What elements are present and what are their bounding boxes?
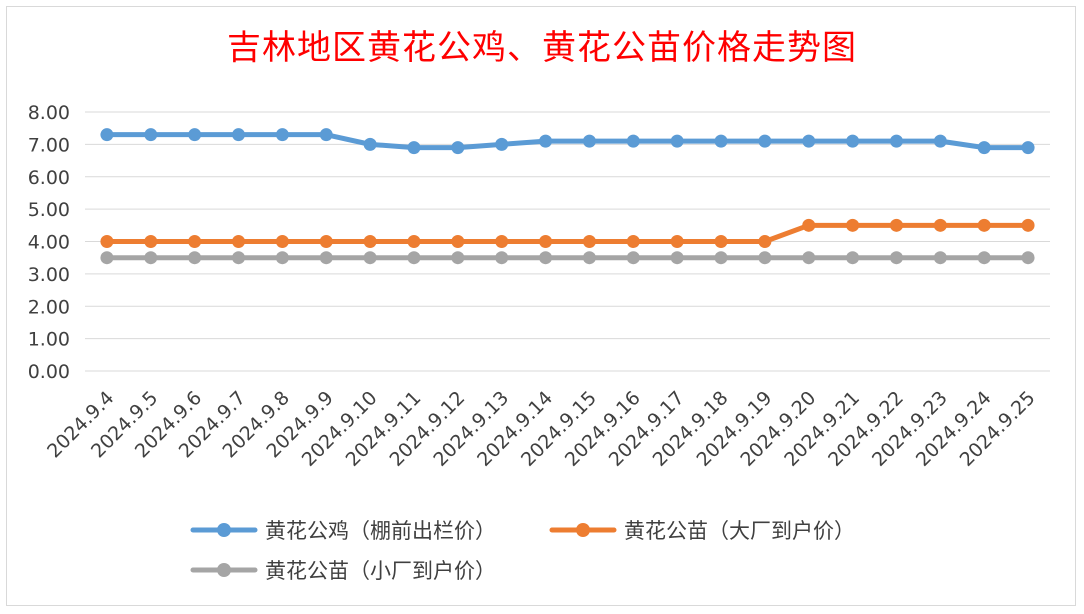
- data-point: [363, 251, 377, 265]
- y-tick-label: 0.00: [28, 361, 70, 383]
- data-point: [626, 134, 640, 148]
- data-point: [100, 251, 114, 265]
- data-point: [714, 235, 728, 248]
- data-point: [100, 128, 114, 142]
- data-point: [319, 235, 333, 248]
- y-tick-label: 6.00: [28, 167, 70, 189]
- y-tick-label: 1.00: [28, 329, 70, 351]
- data-point: [802, 134, 816, 148]
- data-point: [714, 134, 728, 148]
- grid-lines: [85, 111, 1050, 372]
- data-point: [626, 235, 640, 248]
- data-point: [758, 251, 772, 265]
- y-tick-label: 2.00: [28, 296, 70, 318]
- data-point: [495, 235, 509, 248]
- data-point: [626, 251, 640, 265]
- series-lines: [100, 128, 1035, 265]
- data-point: [495, 137, 509, 151]
- data-point: [144, 251, 158, 265]
- series-1: [100, 128, 1035, 155]
- data-point: [539, 235, 553, 248]
- data-point: [144, 235, 158, 248]
- data-point: [407, 251, 421, 265]
- data-point: [232, 128, 246, 142]
- data-point: [758, 134, 772, 148]
- data-point: [319, 128, 333, 142]
- data-point: [451, 251, 465, 265]
- data-point: [582, 235, 596, 248]
- data-point: [275, 251, 289, 265]
- data-point: [319, 251, 333, 265]
- data-point: [802, 218, 816, 232]
- data-point: [1021, 251, 1035, 265]
- data-point: [846, 218, 860, 232]
- legend-item: 黄花公鸡（棚前出栏价）: [190, 519, 496, 543]
- data-point: [539, 134, 553, 148]
- legend-label: 黄花公苗（大厂到户价）: [624, 519, 855, 543]
- data-point: [363, 235, 377, 248]
- legend-swatch-marker: [217, 523, 231, 537]
- legend: 黄花公鸡（棚前出栏价） 黄花公苗（大厂到户价） 黄花公苗（小厂到户价）: [190, 519, 855, 583]
- data-point: [100, 235, 114, 248]
- data-point: [758, 235, 772, 248]
- data-point: [407, 141, 421, 155]
- data-point: [714, 251, 728, 265]
- y-tick-label: 7.00: [28, 134, 70, 156]
- legend-swatch-marker: [217, 563, 231, 577]
- data-point: [670, 251, 684, 265]
- series-line: [104, 132, 1031, 151]
- data-point: [977, 141, 991, 155]
- legend-item: 黄花公苗（大厂到户价）: [549, 519, 855, 543]
- x-axis-ticks: 2024.9.42024.9.52024.9.62024.9.72024.9.8…: [43, 387, 1040, 471]
- y-tick-label: 3.00: [28, 264, 70, 286]
- data-point: [495, 251, 509, 265]
- legend-label: 黄花公鸡（棚前出栏价）: [265, 519, 496, 543]
- data-point: [889, 218, 903, 232]
- data-point: [977, 218, 991, 232]
- data-point: [407, 235, 421, 248]
- data-point: [188, 251, 202, 265]
- data-point: [451, 235, 465, 248]
- data-point: [582, 251, 596, 265]
- data-point: [1021, 141, 1035, 155]
- data-point: [670, 134, 684, 148]
- y-tick-label: 5.00: [28, 199, 70, 221]
- data-point: [539, 251, 553, 265]
- data-point: [933, 251, 947, 265]
- data-point: [802, 251, 816, 265]
- series-2: [100, 218, 1035, 248]
- data-point: [188, 128, 202, 142]
- data-point: [144, 128, 158, 142]
- chart-title: 吉林地区黄花公鸡、黄花公苗价格走势图: [227, 28, 857, 68]
- data-point: [363, 137, 377, 151]
- data-point: [232, 235, 246, 248]
- data-point: [889, 251, 903, 265]
- data-point: [275, 235, 289, 248]
- data-point: [232, 251, 246, 265]
- legend-swatch-marker: [576, 523, 590, 537]
- series-3: [100, 251, 1035, 265]
- data-point: [889, 134, 903, 148]
- data-point: [846, 251, 860, 265]
- series-line: [104, 222, 1031, 244]
- data-point: [933, 134, 947, 148]
- data-point: [188, 235, 202, 248]
- data-point: [1021, 218, 1035, 232]
- data-point: [670, 235, 684, 248]
- y-tick-label: 4.00: [28, 232, 70, 254]
- data-point: [582, 134, 596, 148]
- data-point: [275, 128, 289, 142]
- y-tick-label: 8.00: [28, 102, 70, 124]
- data-point: [977, 251, 991, 265]
- data-point: [846, 134, 860, 148]
- legend-item: 黄花公苗（小厂到户价）: [190, 559, 496, 583]
- legend-label: 黄花公苗（小厂到户价）: [265, 559, 496, 583]
- data-point: [451, 141, 465, 155]
- data-point: [933, 218, 947, 232]
- y-axis-ticks: 0.00 1.00 2.00 3.00 4.00 5.00 6.00 7.00 8.00: [28, 102, 70, 383]
